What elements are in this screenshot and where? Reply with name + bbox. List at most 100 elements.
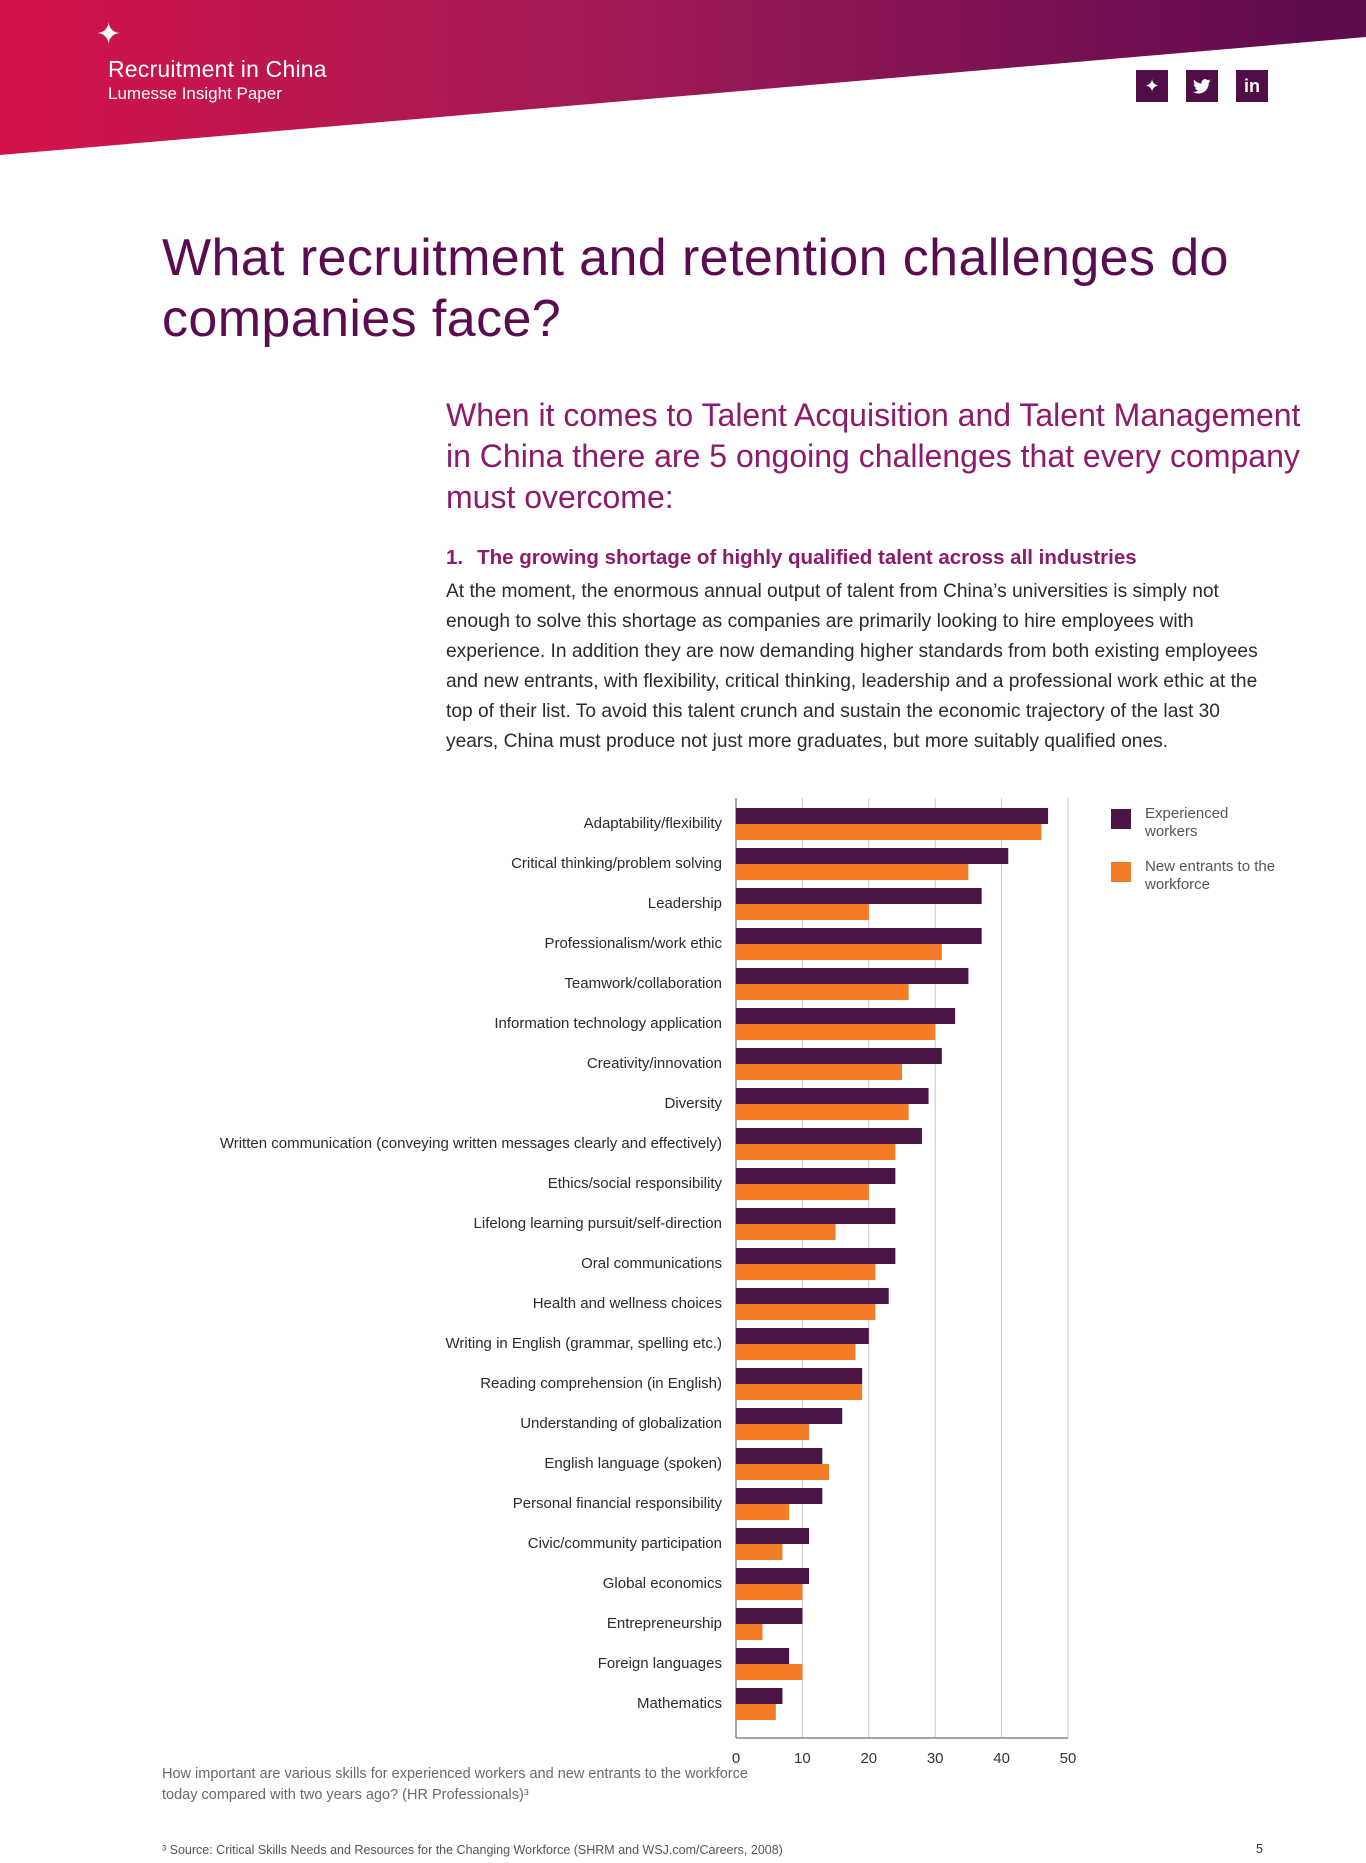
category-label: Entrepreneurship <box>607 1615 722 1632</box>
footnote: ³ Source: Critical Skills Needs and Reso… <box>162 1843 783 1857</box>
bar-new-entrants <box>736 1624 763 1640</box>
bar-new-entrants <box>736 1104 909 1120</box>
legend-swatch-new-entrants <box>1111 862 1131 882</box>
lumesse-star-logo: ✦ <box>96 18 122 51</box>
lumesse-icon: ✦ <box>1144 75 1160 96</box>
bar-experienced <box>736 1688 783 1704</box>
category-label: Foreign languages <box>598 1655 722 1672</box>
category-label: English language (spoken) <box>544 1455 722 1472</box>
bar-experienced <box>736 1048 942 1064</box>
bar-experienced <box>736 1248 896 1264</box>
section-heading: 1. The growing shortage of highly qualifi… <box>446 546 1137 570</box>
category-label: Health and wellness choices <box>533 1295 722 1312</box>
bar-experienced <box>736 1608 803 1624</box>
category-label: Personal financial responsibility <box>513 1495 723 1512</box>
document-title: Recruitment in China <box>108 56 327 82</box>
bar-new-entrants <box>736 1064 902 1080</box>
bar-experienced <box>736 968 969 984</box>
lead-paragraph: When it comes to Talent Acquisition and … <box>446 397 1301 515</box>
page-number: 5 <box>1256 1842 1263 1856</box>
section-heading-text: The growing shortage of highly qualified… <box>477 546 1137 569</box>
lumesse-share-button[interactable]: ✦ <box>1136 70 1168 102</box>
x-tick-label: 40 <box>993 1750 1010 1767</box>
chart-caption: How important are various skills for exp… <box>162 1766 748 1803</box>
bar-new-entrants <box>736 824 1042 840</box>
legend-swatch-experienced <box>1111 809 1131 829</box>
page-headline: What recruitment and retention challenge… <box>162 229 1229 348</box>
linkedin-icon: in <box>1244 75 1260 96</box>
bar-experienced <box>736 1368 863 1384</box>
bar-experienced <box>736 1448 823 1464</box>
x-tick-label: 50 <box>1060 1750 1077 1767</box>
bar-new-entrants <box>736 984 909 1000</box>
x-tick-label: 20 <box>860 1750 877 1767</box>
bar-experienced <box>736 1128 922 1144</box>
bar-new-entrants <box>736 1144 896 1160</box>
body-paragraph: At the moment, the enormous annual outpu… <box>446 581 1258 752</box>
bar-new-entrants <box>736 1224 836 1240</box>
category-label: Ethics/social responsibility <box>548 1175 723 1192</box>
bar-experienced <box>736 1328 869 1344</box>
bar-experienced <box>736 1648 790 1664</box>
bar-experienced <box>736 1408 843 1424</box>
skills-bar-chart: 0 10 20 30 40 50 Adaptability/flexibility Criti… <box>220 798 1077 1780</box>
category-label: Civic/community participation <box>528 1535 722 1552</box>
category-label: Writing in English (grammar, spelling et… <box>446 1335 723 1352</box>
bar-new-entrants <box>736 1384 863 1400</box>
bar-new-entrants <box>736 1504 790 1520</box>
bar-experienced <box>736 1568 810 1584</box>
category-label: Global economics <box>603 1575 722 1592</box>
bar-experienced <box>736 888 982 904</box>
legend-label-new-entrants: New entrants to the workforce <box>1145 858 1276 893</box>
x-tick-label: 30 <box>927 1750 944 1767</box>
bar-new-entrants <box>736 864 969 880</box>
bar-new-entrants <box>736 1344 856 1360</box>
section-number: 1. <box>446 546 464 569</box>
bar-experienced <box>736 1168 896 1184</box>
bar-new-entrants <box>736 1264 876 1280</box>
bar-new-entrants <box>736 1024 936 1040</box>
bar-new-entrants <box>736 1424 810 1440</box>
bar-new-entrants <box>736 1544 783 1560</box>
twitter-share-button[interactable] <box>1186 70 1218 102</box>
x-tick-label: 0 <box>732 1750 740 1767</box>
bar-new-entrants <box>736 1704 776 1720</box>
category-label: Lifelong learning pursuit/self-direction <box>474 1215 722 1232</box>
x-tick-label: 10 <box>794 1750 811 1767</box>
category-label: Reading comprehension (in English) <box>480 1375 722 1392</box>
legend-experienced: Experienced workers <box>1111 805 1285 841</box>
category-label: Understanding of globalization <box>520 1415 722 1432</box>
document-subtitle: Lumesse Insight Paper <box>108 84 282 103</box>
bar-new-entrants <box>736 1304 876 1320</box>
bar-new-entrants <box>736 1584 803 1600</box>
category-label: Professionalism/work ethic <box>544 935 722 952</box>
legend-label-experienced: Experienced workers <box>1145 805 1229 840</box>
category-label: Diversity <box>664 1095 722 1112</box>
bar-new-entrants <box>736 1464 829 1480</box>
category-label: Creativity/innovation <box>587 1055 722 1072</box>
bar-experienced <box>736 1088 929 1104</box>
bar-new-entrants <box>736 1664 803 1680</box>
category-label: Teamwork/collaboration <box>564 975 722 992</box>
category-label: Written communication (conveying written… <box>220 1135 722 1152</box>
bar-experienced <box>736 808 1049 824</box>
bar-new-entrants <box>736 1184 869 1200</box>
bar-experienced <box>736 1208 896 1224</box>
bar-experienced <box>736 848 1009 864</box>
bar-experienced <box>736 928 982 944</box>
category-label: Mathematics <box>637 1695 722 1712</box>
category-label: Leadership <box>648 895 722 912</box>
category-label: Adaptability/flexibility <box>584 815 723 832</box>
bar-new-entrants <box>736 904 869 920</box>
bar-experienced <box>736 1288 889 1304</box>
category-label: Information technology application <box>494 1015 722 1032</box>
bar-experienced <box>736 1488 823 1504</box>
bar-experienced <box>736 1528 810 1544</box>
legend-new-entrants: New entrants to the workforce <box>1111 858 1285 894</box>
linkedin-share-button[interactable]: in <box>1236 70 1268 102</box>
category-label: Critical thinking/problem solving <box>511 855 722 872</box>
category-label: Oral communications <box>581 1255 722 1272</box>
twitter-icon <box>1193 78 1211 94</box>
bar-experienced <box>736 1008 956 1024</box>
x-axis-label: Percentage <box>862 1777 943 1780</box>
